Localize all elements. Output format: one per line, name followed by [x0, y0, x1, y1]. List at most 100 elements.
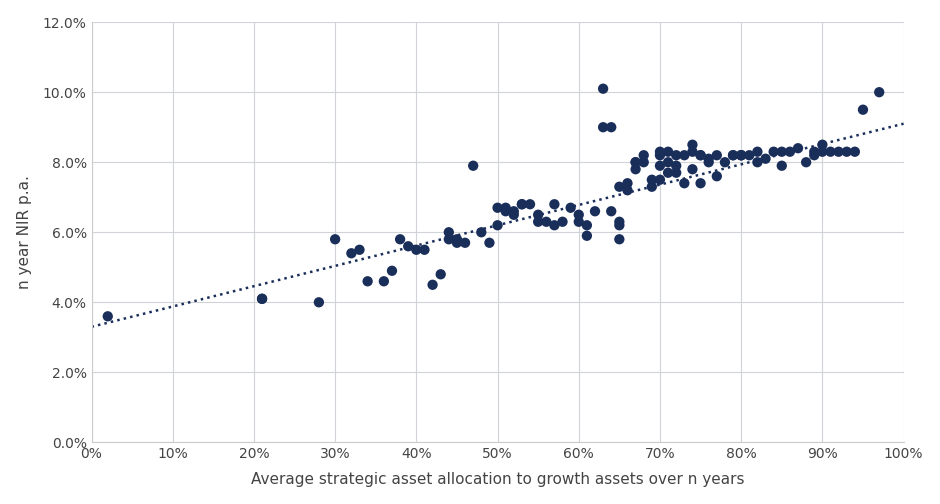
- Point: [685, 141, 700, 149]
- Point: [652, 176, 667, 184]
- Point: [726, 151, 741, 159]
- Point: [775, 162, 790, 170]
- Point: [579, 232, 594, 240]
- Point: [807, 148, 822, 156]
- Point: [807, 151, 822, 159]
- Point: [531, 218, 546, 226]
- Point: [847, 148, 862, 156]
- Point: [507, 211, 522, 219]
- Point: [612, 183, 627, 191]
- Point: [376, 277, 391, 285]
- Point: [465, 162, 480, 170]
- Point: [572, 211, 587, 219]
- Point: [425, 281, 440, 289]
- Point: [596, 85, 611, 93]
- Point: [400, 242, 415, 250]
- Point: [482, 239, 497, 247]
- Point: [628, 158, 643, 166]
- Point: [255, 295, 270, 303]
- Point: [636, 151, 651, 159]
- Point: [717, 158, 732, 166]
- Point: [449, 239, 464, 247]
- Point: [101, 312, 116, 321]
- Point: [661, 169, 676, 177]
- Point: [384, 267, 400, 275]
- Point: [652, 148, 667, 156]
- Point: [620, 186, 635, 194]
- Point: [563, 204, 578, 212]
- Point: [523, 200, 538, 208]
- Point: [726, 151, 741, 159]
- Point: [514, 200, 529, 208]
- Point: [579, 221, 594, 229]
- Point: [628, 158, 643, 166]
- Point: [871, 88, 886, 96]
- Point: [652, 162, 667, 170]
- Point: [393, 235, 408, 243]
- Point: [831, 148, 846, 156]
- Point: [474, 228, 489, 236]
- Point: [815, 141, 830, 149]
- Point: [628, 165, 643, 173]
- Point: [458, 239, 473, 247]
- Point: [758, 155, 773, 163]
- Y-axis label: n year NIR p.a.: n year NIR p.a.: [17, 175, 32, 289]
- Point: [409, 246, 424, 254]
- Point: [449, 235, 464, 243]
- Point: [344, 249, 359, 258]
- Point: [644, 176, 659, 184]
- Point: [766, 148, 781, 156]
- Point: [417, 246, 432, 254]
- Point: [815, 148, 830, 156]
- Point: [685, 148, 700, 156]
- Point: [603, 123, 619, 131]
- X-axis label: Average strategic asset allocation to growth assets over n years: Average strategic asset allocation to gr…: [251, 472, 744, 487]
- Point: [742, 151, 757, 159]
- Point: [791, 144, 806, 152]
- Point: [693, 151, 708, 159]
- Point: [733, 151, 748, 159]
- Point: [596, 123, 611, 131]
- Point: [677, 179, 692, 187]
- Point: [685, 165, 700, 173]
- Point: [311, 298, 326, 306]
- Point: [490, 204, 505, 212]
- Point: [498, 207, 513, 215]
- Point: [661, 148, 676, 156]
- Point: [710, 151, 725, 159]
- Point: [612, 218, 627, 226]
- Point: [441, 228, 456, 236]
- Point: [498, 204, 513, 212]
- Point: [693, 179, 708, 187]
- Point: [490, 221, 505, 229]
- Point: [547, 221, 562, 229]
- Point: [823, 148, 838, 156]
- Point: [539, 218, 554, 226]
- Point: [782, 148, 797, 156]
- Point: [547, 200, 562, 208]
- Point: [572, 218, 587, 226]
- Point: [661, 158, 676, 166]
- Point: [644, 183, 659, 191]
- Point: [710, 172, 725, 180]
- Point: [352, 246, 367, 254]
- Point: [677, 151, 692, 159]
- Point: [531, 211, 546, 219]
- Point: [603, 207, 619, 215]
- Point: [514, 200, 529, 208]
- Point: [733, 151, 748, 159]
- Point: [328, 235, 343, 243]
- Point: [433, 270, 448, 278]
- Point: [636, 158, 651, 166]
- Point: [701, 158, 716, 166]
- Point: [799, 158, 814, 166]
- Point: [255, 295, 270, 303]
- Point: [360, 277, 375, 285]
- Point: [612, 221, 627, 229]
- Point: [701, 155, 716, 163]
- Point: [507, 207, 522, 215]
- Point: [855, 106, 870, 114]
- Point: [441, 235, 456, 243]
- Point: [652, 151, 667, 159]
- Point: [668, 169, 683, 177]
